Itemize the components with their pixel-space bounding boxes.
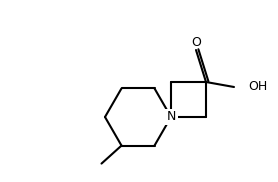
Text: N: N (166, 110, 176, 124)
Text: OH: OH (248, 80, 267, 94)
Text: O: O (191, 35, 201, 48)
